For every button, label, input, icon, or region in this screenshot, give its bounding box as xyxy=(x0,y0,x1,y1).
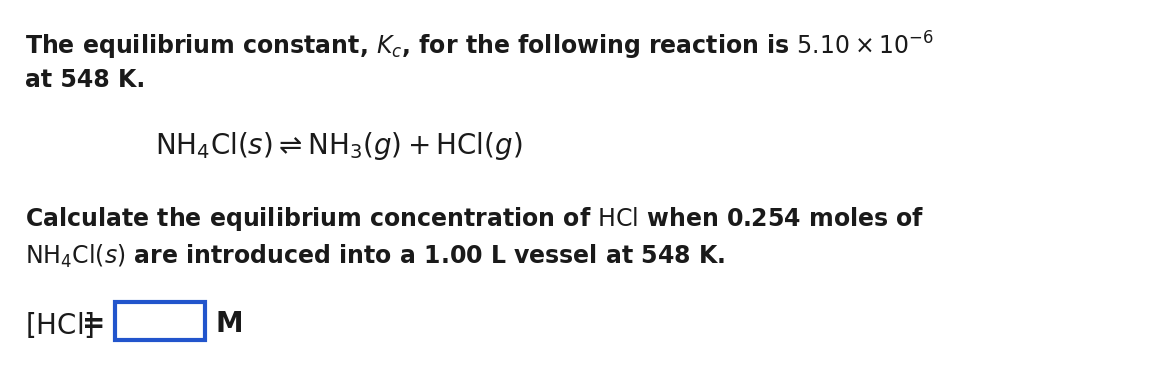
FancyBboxPatch shape xyxy=(115,302,205,340)
Text: $[\mathrm{HCl}]$: $[\mathrm{HCl}]$ xyxy=(25,310,94,340)
Text: at 548 K.: at 548 K. xyxy=(25,68,145,92)
Text: =: = xyxy=(82,310,105,338)
Text: Calculate the equilibrium concentration of $\mathrm{HCl}$ when 0.254 moles of: Calculate the equilibrium concentration … xyxy=(25,205,924,233)
Text: $\mathrm{NH_4Cl}(s)$ are introduced into a 1.00 L vessel at 548 K.: $\mathrm{NH_4Cl}(s)$ are introduced into… xyxy=(25,243,725,270)
Text: M: M xyxy=(215,310,243,338)
Text: $\mathrm{NH_4Cl}(s) \rightleftharpoons \mathrm{NH_3}(g) + \mathrm{HCl}(g)$: $\mathrm{NH_4Cl}(s) \rightleftharpoons \… xyxy=(155,130,522,162)
Text: The equilibrium constant, $K_c$, for the following reaction is $5.10 \times 10^{: The equilibrium constant, $K_c$, for the… xyxy=(25,30,935,62)
